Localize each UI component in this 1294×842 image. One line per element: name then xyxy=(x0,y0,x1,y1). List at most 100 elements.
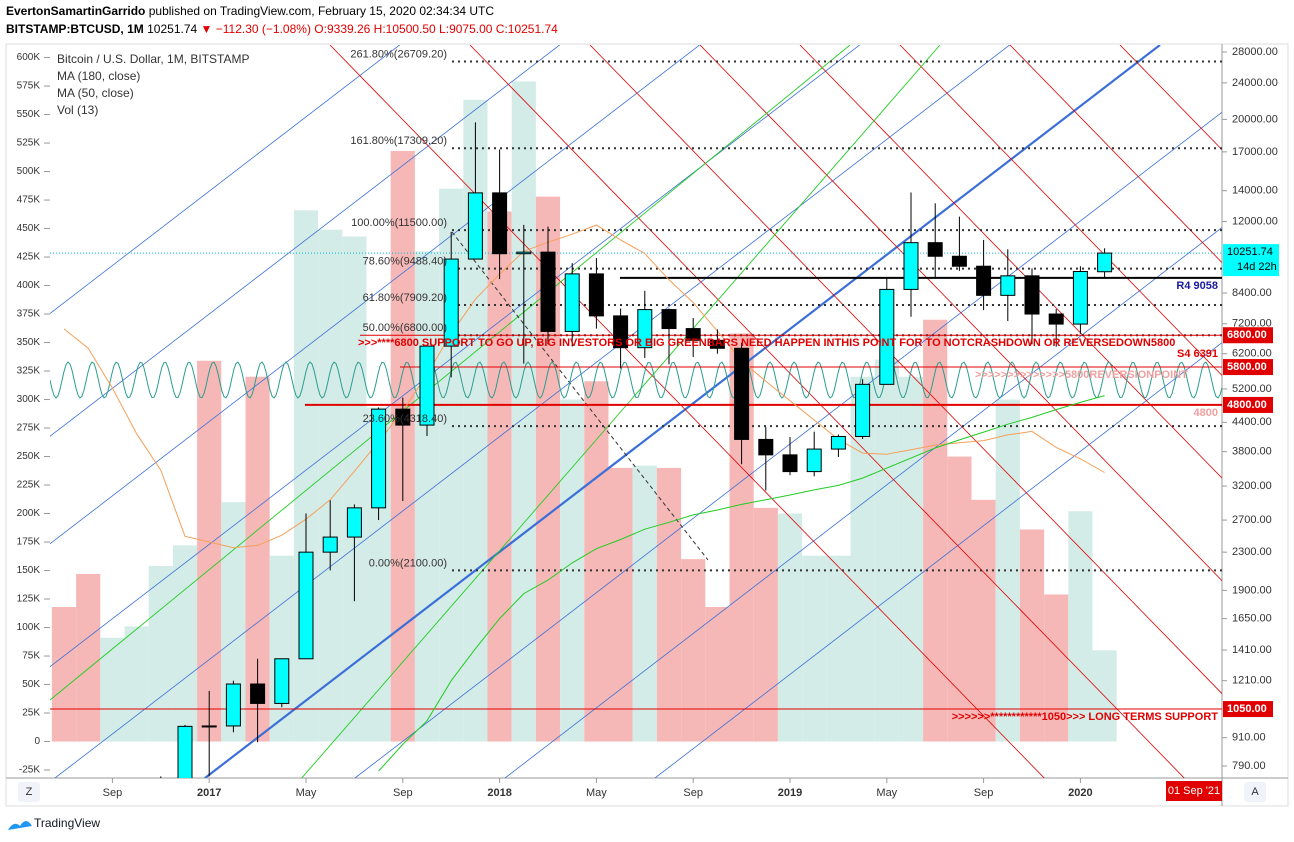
candle-body xyxy=(395,408,411,426)
header-line: EvertonSamartinGarrido published on Trad… xyxy=(6,4,494,18)
level-tag-label: 1050.00 xyxy=(1227,703,1267,715)
candle-body xyxy=(1000,275,1016,296)
candle-body xyxy=(685,328,701,341)
candle-body xyxy=(927,242,943,257)
zoom-button-label[interactable]: Z xyxy=(26,786,33,798)
volume-bar xyxy=(608,467,633,742)
volume-bar xyxy=(414,251,440,742)
drawings xyxy=(50,45,1222,778)
y2-tick-label: 200K xyxy=(17,508,41,519)
x-tick-label: 2020 xyxy=(1068,787,1092,799)
candle-body xyxy=(903,242,919,290)
y-tick-label: 28000.00 xyxy=(1232,46,1278,58)
y2-tick-label: 150K xyxy=(17,565,41,576)
y-tick-label: 1410.00 xyxy=(1232,644,1272,656)
candle-body xyxy=(976,265,992,296)
legend-entry: Vol (13) xyxy=(57,103,98,117)
zoom-button[interactable] xyxy=(18,782,40,802)
volume-bar xyxy=(51,607,77,742)
y2-tick-label: 425K xyxy=(17,252,41,263)
pitchfork-line xyxy=(589,45,1222,695)
y2-tick-label: 225K xyxy=(17,480,41,491)
volume-bar xyxy=(124,626,149,742)
candle-body xyxy=(540,251,556,332)
countdown: 14d 22h xyxy=(1237,261,1277,273)
volume-bar xyxy=(826,555,851,742)
last-price-tag xyxy=(1223,244,1279,277)
candle-body xyxy=(346,507,362,538)
y2-tick-label: 0 xyxy=(34,736,40,747)
volume-layer xyxy=(51,81,1117,742)
ma-line xyxy=(378,395,1105,772)
y2-tick-label: 100K xyxy=(17,622,41,633)
y-tick-label: 1900.00 xyxy=(1232,584,1272,596)
x-tick-label: May xyxy=(586,787,607,799)
channel-line xyxy=(654,342,1222,778)
level-tag xyxy=(1223,359,1273,376)
y-tick-label: 910.00 xyxy=(1232,732,1266,744)
candle-body xyxy=(105,818,119,829)
y-tick-label: 5200.00 xyxy=(1232,383,1272,395)
channel-line xyxy=(50,45,701,545)
volume-bar xyxy=(148,565,173,742)
volume-bar xyxy=(971,499,996,742)
annotation: S4 6391 xyxy=(1177,348,1218,360)
x-tick-label: May xyxy=(876,787,897,799)
y2-tick-label: 75K xyxy=(22,651,40,662)
candle-body xyxy=(177,725,193,778)
candle-body xyxy=(637,309,653,349)
y-tick-label: 12000.00 xyxy=(1232,215,1278,227)
candle-body xyxy=(443,258,459,347)
volume-bar xyxy=(874,359,899,742)
fib-label: 161.80%(17309.20) xyxy=(350,135,447,147)
y2-tick-label: 350K xyxy=(17,337,41,348)
candle-body xyxy=(274,658,290,704)
candle-body xyxy=(1048,313,1064,325)
volume-bar xyxy=(269,555,294,742)
candle-body xyxy=(1072,271,1088,325)
level-tag xyxy=(1223,327,1273,344)
x-tick-label: 2017 xyxy=(197,787,221,799)
y2-tick-label: -25K xyxy=(19,765,40,776)
fib-label: 50.00%(6800.00) xyxy=(363,322,447,334)
volume-bar xyxy=(100,637,125,742)
candle-body xyxy=(830,435,846,450)
y2-tick-label: 275K xyxy=(17,423,41,434)
candle-body xyxy=(1097,252,1113,273)
y2-tick-label: 300K xyxy=(17,394,41,405)
auto-scale-label[interactable]: A xyxy=(1251,786,1259,798)
volume-bar xyxy=(802,555,827,742)
y-tick-label: 24000.00 xyxy=(1232,77,1278,89)
y-tick-label: 14000.00 xyxy=(1232,185,1278,197)
trend-line xyxy=(204,45,1161,778)
candle-body xyxy=(419,345,435,426)
fib-label: 78.60%(9488.40) xyxy=(363,255,447,267)
arrow: ▼ xyxy=(201,22,213,36)
pitchfork-line xyxy=(799,45,1222,479)
volume-bar xyxy=(705,607,730,742)
volume-bar xyxy=(487,211,512,742)
level-tag-label: 5800.00 xyxy=(1227,361,1267,373)
level-tag-label: 4800.00 xyxy=(1227,399,1267,411)
auto-scale-button[interactable] xyxy=(1244,782,1266,802)
symbol-line: BITSTAMP:BTCUSD, 1M 10251.74 ▼ −112.30 (… xyxy=(6,22,558,36)
y-tick-label: 3200.00 xyxy=(1232,480,1272,492)
date-tag xyxy=(1166,781,1222,801)
author: EvertonSamartinGarrido xyxy=(6,4,145,18)
candle-body xyxy=(467,192,483,260)
y2-tick-label: 550K xyxy=(17,109,41,120)
volume-bar xyxy=(681,559,706,742)
channel-line xyxy=(54,45,1011,778)
y2-tick-label: 25K xyxy=(22,708,40,719)
channel-line xyxy=(50,45,861,668)
volume-bar xyxy=(172,545,198,742)
level-tag xyxy=(1223,396,1273,413)
channel-line xyxy=(504,226,1222,778)
y2-tick-label: 525K xyxy=(17,138,41,149)
x-tick-label: May xyxy=(296,787,317,799)
volume-bar xyxy=(293,210,319,742)
channel-line xyxy=(50,45,851,701)
pitchfork-line xyxy=(1009,45,1222,264)
candle-body xyxy=(613,315,629,349)
fib-label: 61.80%(7909.20) xyxy=(363,292,447,304)
